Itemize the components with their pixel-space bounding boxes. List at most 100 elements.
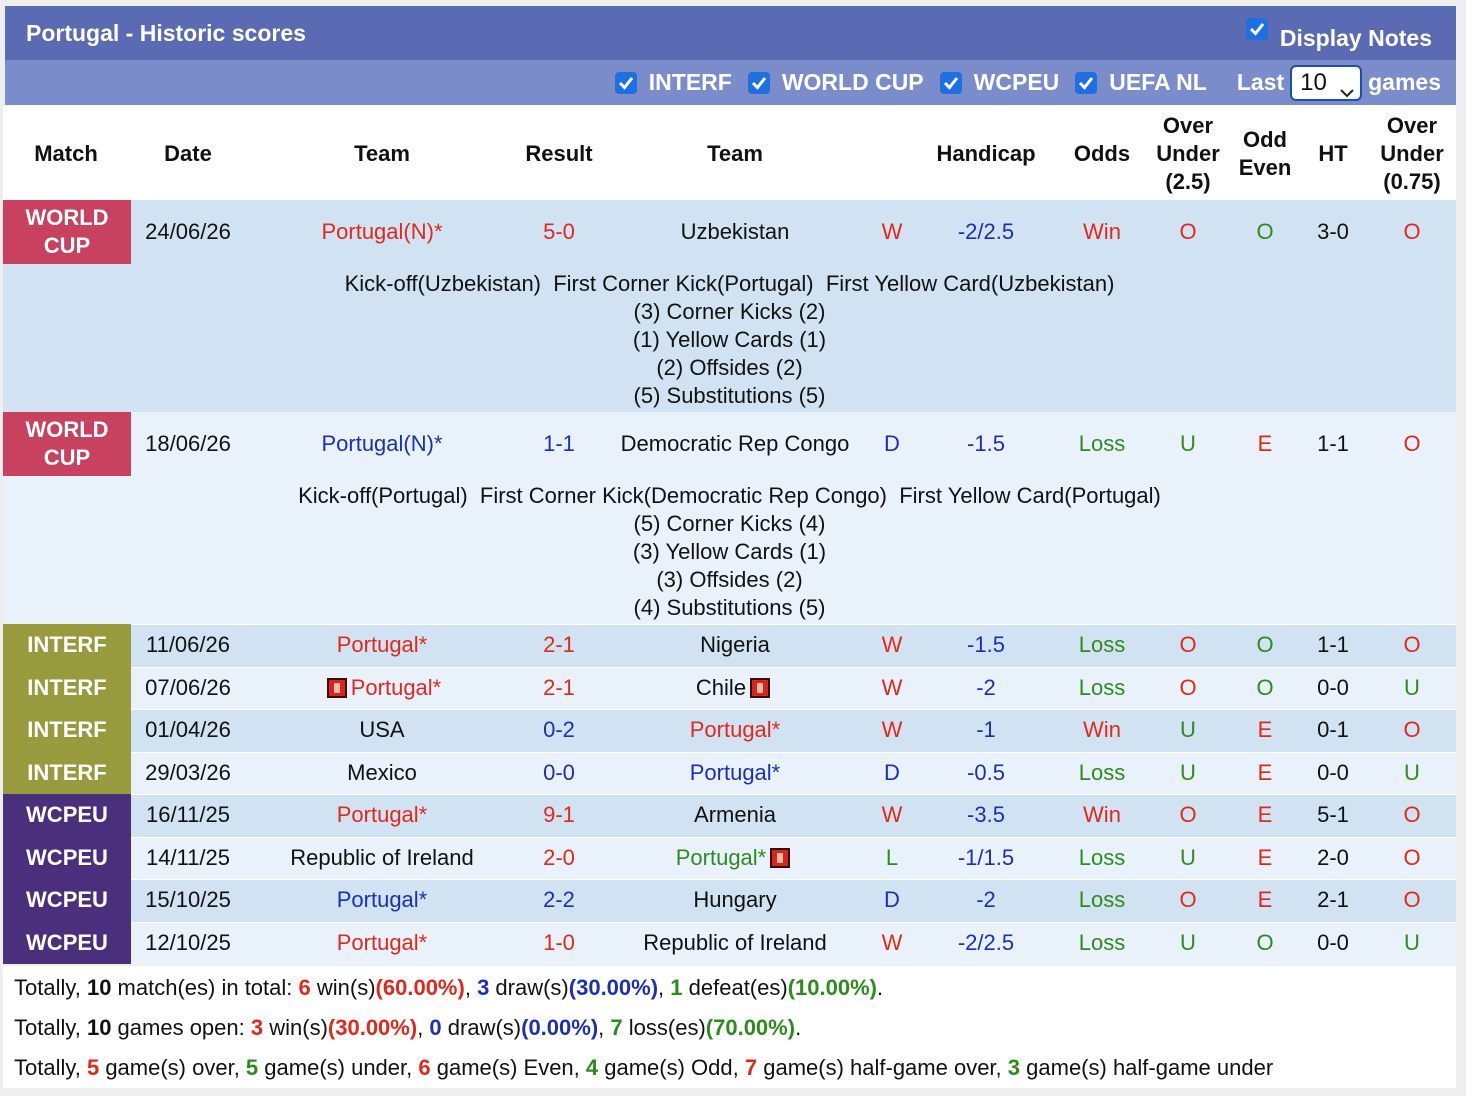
outcome: W	[881, 717, 903, 743]
summary-text: (30.00%)	[327, 1015, 418, 1040]
odds: Loss	[1078, 759, 1126, 785]
row-background	[3, 751, 1456, 794]
outcome: D	[884, 887, 900, 913]
result: 1-1	[543, 431, 575, 456]
date-cell: 29/03/26	[78, 752, 298, 795]
summary-text: ,	[658, 975, 671, 1000]
column-header: Date	[164, 140, 212, 166]
home: Republic of Ireland	[290, 844, 474, 870]
checkbox[interactable]	[614, 71, 637, 94]
summary-text: game(s) Even,	[430, 1055, 586, 1080]
ou-cell: O	[1078, 879, 1298, 922]
home-cell: Portugal*	[272, 922, 492, 965]
handicap-cell: -2	[876, 667, 1096, 710]
filter-option[interactable]: INTERF	[614, 69, 732, 96]
away-cell: Armenia	[625, 794, 845, 837]
result-cell: 2-2	[449, 879, 669, 922]
checkbox[interactable]	[1245, 18, 1268, 40]
summary-text: win(s)	[310, 975, 376, 1000]
filter-option[interactable]: WORLD CUP	[747, 69, 924, 96]
checkbox[interactable]	[747, 71, 770, 94]
red-card-icon	[326, 677, 347, 698]
away-cell: Republic of Ireland	[625, 922, 845, 965]
ht: 3-0	[1317, 219, 1349, 244]
ou075: O	[1403, 632, 1421, 658]
match-badge: WCPEU	[3, 879, 131, 922]
match-note: (1) Yellow Cards (1)	[632, 327, 827, 352]
games-select[interactable]: 10	[1290, 64, 1363, 101]
odds-cell: Win	[992, 709, 1212, 752]
filter-option[interactable]: UEFA NL	[1075, 69, 1207, 96]
summary-text: (70.00%)	[705, 1015, 796, 1040]
away: Democratic Rep Congo	[620, 431, 850, 456]
ou: U	[1180, 844, 1196, 870]
filter-label: WORLD CUP	[781, 69, 924, 95]
ht: 0-0	[1317, 929, 1349, 955]
ou: O	[1179, 632, 1197, 658]
oe: E	[1257, 759, 1273, 785]
summary-text: 7	[610, 1015, 623, 1040]
ou: U	[1180, 929, 1196, 955]
summary-text: games open:	[111, 1015, 251, 1040]
summary-text: (30.00%)	[568, 975, 659, 1000]
row-background	[3, 709, 1456, 752]
home: Portugal(N)*	[321, 431, 443, 456]
outcome: W	[881, 219, 903, 244]
ht-cell: 0-1	[1223, 709, 1443, 752]
ou-cell: U	[1078, 752, 1298, 795]
row-background	[3, 624, 1456, 667]
handicap-cell: -3.5	[876, 794, 1096, 837]
match-badge: INTERF	[3, 624, 131, 667]
checkbox[interactable]	[1075, 71, 1098, 94]
filter-label: INTERF	[648, 69, 732, 95]
summary-text: 3	[1007, 1055, 1021, 1080]
summary-line: Totally, 10 games open: 3 win(s)(30.00%)…	[14, 1015, 801, 1041]
oe-cell: E	[1155, 794, 1375, 837]
ou-cell: U	[1078, 922, 1298, 965]
summary-text: ,	[598, 1015, 611, 1040]
odds-cell: Loss	[992, 922, 1212, 965]
match-note: (3) Yellow Cards (1)	[632, 539, 827, 564]
filter-option[interactable]: WCPEU	[939, 69, 1059, 96]
ht-cell: 3-0	[1223, 200, 1443, 264]
summary-text: game(s) Odd,	[598, 1055, 745, 1080]
checkbox[interactable]	[939, 71, 962, 94]
handicap-cell: -2	[876, 879, 1096, 922]
summary-text: draw(s)	[489, 975, 569, 1000]
summary-text: (60.00%)	[375, 975, 465, 1000]
result: 2-2	[543, 887, 575, 913]
odds: Win	[1083, 717, 1121, 743]
odds-cell: Loss	[992, 752, 1212, 795]
match-badge: WCPEU	[3, 794, 131, 837]
title: Portugal - Historic scores	[26, 20, 306, 46]
column-header: Over Under (2.5)	[1156, 112, 1220, 194]
summary-text: 1	[670, 975, 683, 1000]
ou075: O	[1403, 802, 1421, 828]
home: Portugal(N)*	[321, 219, 443, 244]
away-cell: Portugal*	[625, 837, 845, 880]
games-count: 10	[1300, 68, 1327, 96]
away-cell: Uzbekistan	[625, 200, 845, 264]
result-cell: 5-0	[449, 200, 669, 264]
date-cell: 18/06/26	[78, 412, 298, 476]
result: 1-0	[543, 929, 575, 955]
display-notes-toggle[interactable]: Display Notes	[1245, 18, 1432, 52]
home-cell: Portugal*	[272, 624, 492, 667]
handicap: -1/1.5	[957, 844, 1015, 870]
home-cell: Portugal*	[272, 879, 492, 922]
ou: O	[1179, 887, 1197, 913]
handicap: -2/2.5	[957, 219, 1015, 244]
date-cell: 12/10/25	[78, 922, 298, 965]
ou075-cell: O	[1302, 837, 1466, 880]
summary-text: 3	[477, 975, 490, 1000]
away-cell: Hungary	[625, 879, 845, 922]
result-cell: 0-2	[449, 709, 669, 752]
handicap: -0.5	[967, 759, 1005, 785]
outcome-cell: W	[782, 709, 1002, 752]
match-note: Kick-off(Portugal) First Corner Kick(Dem…	[298, 483, 1161, 508]
ou-cell: U	[1078, 837, 1298, 880]
outcome-cell: W	[782, 200, 1002, 264]
outcome-cell: D	[782, 879, 1002, 922]
ht-cell: 2-1	[1223, 879, 1443, 922]
handicap-cell: -1	[876, 709, 1096, 752]
